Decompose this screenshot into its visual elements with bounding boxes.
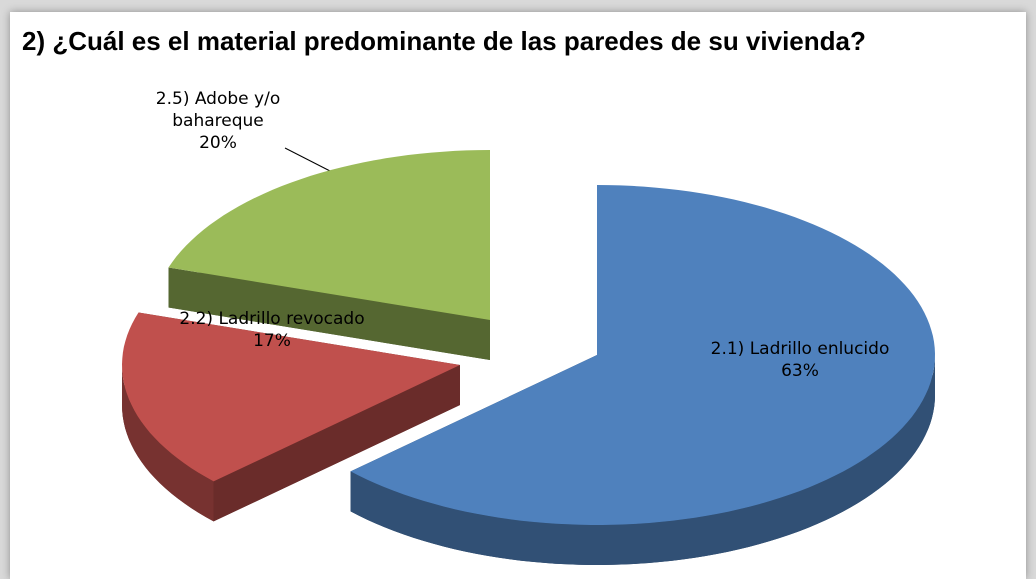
- slice: [122, 312, 460, 482]
- data-label: 2.1) Ladrillo enlucido 63%: [711, 338, 890, 382]
- slice-wall: [122, 365, 214, 522]
- category-label: 2.5) Adobe y/o bahareque: [155, 89, 281, 131]
- category-label: 2.2) Ladrillo revocado: [179, 309, 365, 329]
- value-label: 20%: [199, 133, 237, 153]
- data-label: 2.5) Adobe y/o bahareque 20%: [138, 88, 298, 154]
- slice-side: [213, 365, 460, 522]
- data-label: 2.2) Ladrillo revocado 17%: [179, 308, 364, 352]
- value-label: 17%: [253, 331, 291, 351]
- category-label: 2.1) Ladrillo enlucido: [710, 339, 890, 359]
- slice-side: [168, 267, 490, 360]
- chart-title: 2) ¿Cuál es el material predominante de …: [22, 26, 866, 56]
- leader-line: [284, 147, 333, 173]
- slice: [350, 185, 936, 525]
- slice: [168, 150, 490, 320]
- value-label: 63%: [781, 361, 819, 381]
- slice-wall: [350, 355, 936, 565]
